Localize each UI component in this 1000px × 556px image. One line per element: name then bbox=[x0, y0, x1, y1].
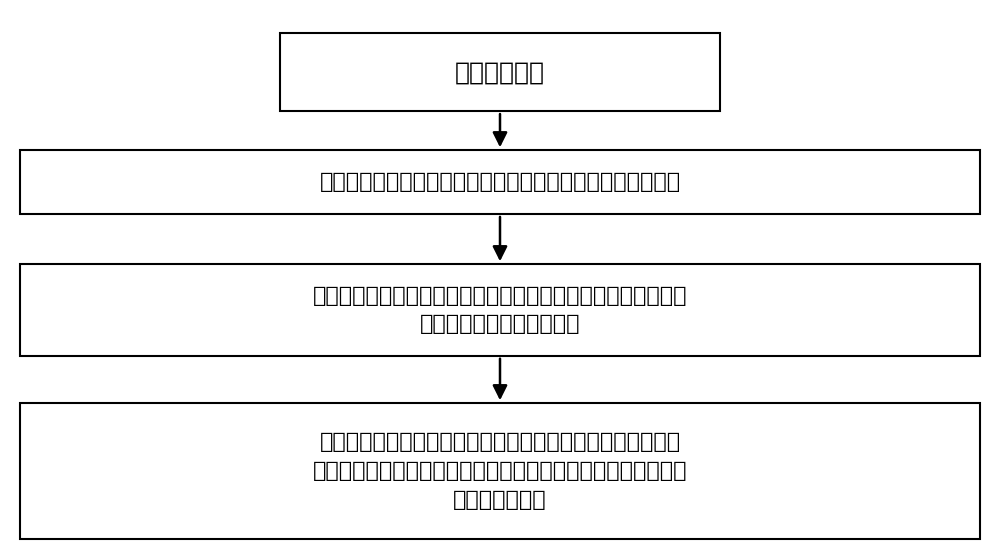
Text: 量逆变换模块。: 量逆变换模块。 bbox=[453, 490, 547, 510]
Bar bbox=[20, 403, 980, 539]
Bar bbox=[20, 264, 980, 356]
Text: 将所述第一目标数据输入至电流控制环，同时将第一目标数据取: 将所述第一目标数据输入至电流控制环，同时将第一目标数据取 bbox=[313, 286, 687, 306]
Text: 时间导数生成第二目标数据: 时间导数生成第二目标数据 bbox=[420, 314, 580, 334]
Bar bbox=[280, 33, 720, 111]
Text: 将所述原始电流输入至电流矢量变换模块，生成第一目标数据: 将所述原始电流输入至电流矢量变换模块，生成第一目标数据 bbox=[319, 172, 681, 192]
Text: 获取原始电流: 获取原始电流 bbox=[455, 60, 545, 85]
Bar bbox=[20, 150, 980, 214]
Text: 将所述第二目标数据与电流控制环的输出同时输入至增量型逆: 将所述第二目标数据与电流控制环的输出同时输入至增量型逆 bbox=[319, 433, 681, 453]
Text: 动力学控制模块，增量型逆动力学控制模块的输出输入至电流矢: 动力学控制模块，增量型逆动力学控制模块的输出输入至电流矢 bbox=[313, 461, 687, 481]
